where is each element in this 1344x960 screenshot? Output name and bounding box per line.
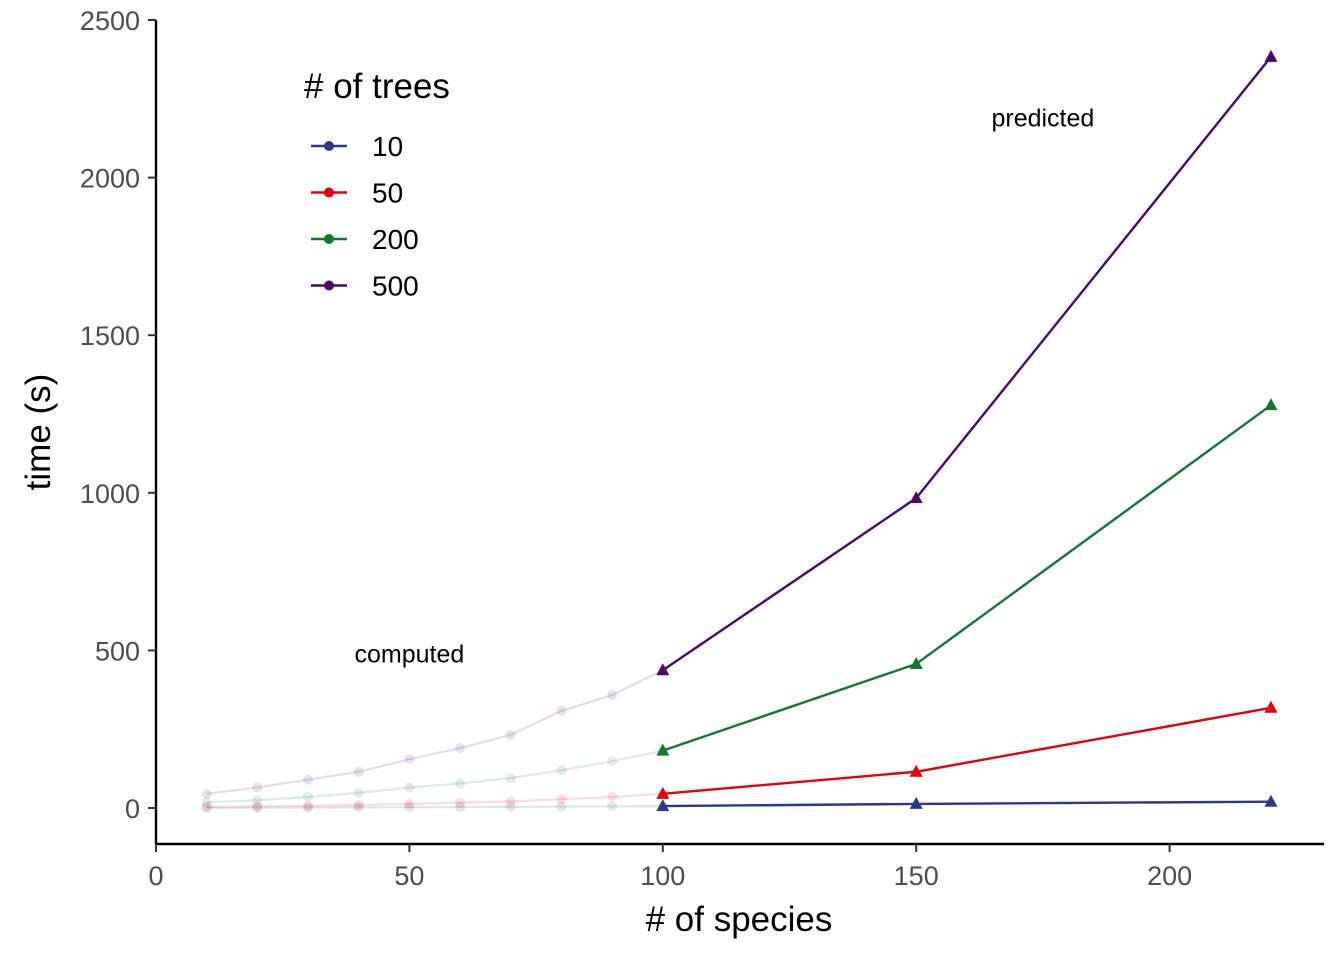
computed-point bbox=[353, 766, 364, 777]
y-tick-label: 1000 bbox=[80, 479, 140, 509]
computed-point bbox=[556, 705, 567, 716]
x-tick-label: 200 bbox=[1147, 861, 1192, 891]
computed-point bbox=[404, 798, 415, 809]
computed-point bbox=[505, 773, 516, 784]
predicted-point bbox=[656, 786, 670, 799]
predicted-point bbox=[909, 764, 923, 777]
legend: # of trees 10 50 200 500 bbox=[304, 67, 450, 302]
y-tick-label: 1500 bbox=[80, 321, 140, 351]
legend-label: 200 bbox=[372, 224, 419, 255]
x-axis-ticks: 0 50 100 150 200 bbox=[148, 844, 1192, 891]
annotation-label: predicted bbox=[991, 105, 1094, 133]
computed-point bbox=[303, 802, 314, 813]
computed-series-layer bbox=[201, 665, 668, 813]
legend-key-point bbox=[324, 187, 334, 198]
annotation-label: computed bbox=[355, 641, 465, 669]
x-axis-title: # of species bbox=[646, 900, 833, 939]
computed-point bbox=[252, 795, 263, 806]
y-axis-title: time (s) bbox=[19, 374, 58, 491]
predicted-line-500 bbox=[662, 56, 1272, 672]
computed-line-200 bbox=[206, 749, 664, 804]
computed-point bbox=[353, 799, 364, 810]
predicted-point bbox=[909, 491, 923, 504]
predicted-point bbox=[656, 663, 670, 676]
computed-point bbox=[455, 797, 466, 808]
predicted-point bbox=[656, 743, 670, 756]
computed-point bbox=[252, 802, 263, 813]
computed-point bbox=[303, 800, 314, 811]
y-axis-ticks: 0 500 1000 1500 2000 2500 bbox=[80, 6, 156, 824]
x-tick-label: 50 bbox=[394, 861, 424, 891]
computed-point bbox=[556, 794, 567, 805]
legend-label: 10 bbox=[372, 131, 403, 162]
y-tick-label: 500 bbox=[95, 636, 140, 666]
legend-key-point bbox=[324, 141, 334, 151]
annotations: computed predicted bbox=[355, 105, 1095, 669]
legend-title: # of trees bbox=[304, 67, 450, 106]
computed-point bbox=[353, 787, 364, 798]
predicted-point bbox=[1264, 794, 1278, 807]
computed-point bbox=[252, 801, 263, 812]
predicted-point bbox=[909, 796, 923, 809]
predicted-point bbox=[909, 656, 923, 669]
predicted-point bbox=[1264, 700, 1278, 713]
computed-point bbox=[455, 778, 466, 789]
legend-key-point bbox=[324, 234, 334, 244]
computed-point bbox=[353, 802, 364, 813]
computed-point bbox=[201, 802, 212, 813]
computed-point bbox=[556, 801, 567, 812]
predicted-point bbox=[1264, 49, 1278, 62]
computed-line-50 bbox=[206, 792, 663, 809]
predicted-series-layer bbox=[656, 49, 1278, 812]
predicted-point bbox=[1264, 398, 1278, 411]
legend-key-point bbox=[324, 280, 334, 291]
computed-point bbox=[607, 690, 618, 701]
legend-label: 50 bbox=[372, 178, 403, 209]
computed-point bbox=[505, 801, 516, 812]
y-tick-label: 2500 bbox=[80, 6, 140, 36]
x-tick-label: 0 bbox=[148, 861, 163, 891]
computed-point bbox=[455, 802, 466, 813]
computed-line-10 bbox=[206, 805, 663, 809]
computed-point bbox=[505, 796, 516, 807]
predicted-line-200 bbox=[662, 404, 1272, 752]
legend-items: 10 50 200 500 bbox=[311, 131, 419, 302]
computed-point bbox=[404, 754, 415, 765]
y-tick-label: 2000 bbox=[80, 164, 140, 194]
computed-point bbox=[404, 802, 415, 813]
predicted-line-10 bbox=[662, 800, 1271, 808]
computed-point bbox=[303, 774, 314, 785]
computed-point bbox=[201, 788, 212, 799]
computed-point bbox=[607, 801, 618, 812]
legend-label: 500 bbox=[372, 271, 419, 302]
computed-point bbox=[505, 729, 516, 740]
computed-line-500 bbox=[206, 669, 664, 795]
y-tick-label: 0 bbox=[125, 794, 140, 824]
computed-point bbox=[201, 802, 212, 813]
computed-point bbox=[607, 756, 618, 767]
x-tick-label: 100 bbox=[640, 861, 685, 891]
computed-point bbox=[303, 791, 314, 802]
computed-point bbox=[455, 743, 466, 754]
computed-point bbox=[607, 791, 618, 802]
computed-point bbox=[201, 797, 212, 808]
predicted-point bbox=[656, 799, 670, 812]
computed-point bbox=[556, 765, 567, 776]
computed-point bbox=[252, 782, 263, 793]
x-tick-label: 150 bbox=[894, 861, 939, 891]
computed-point bbox=[404, 782, 415, 793]
